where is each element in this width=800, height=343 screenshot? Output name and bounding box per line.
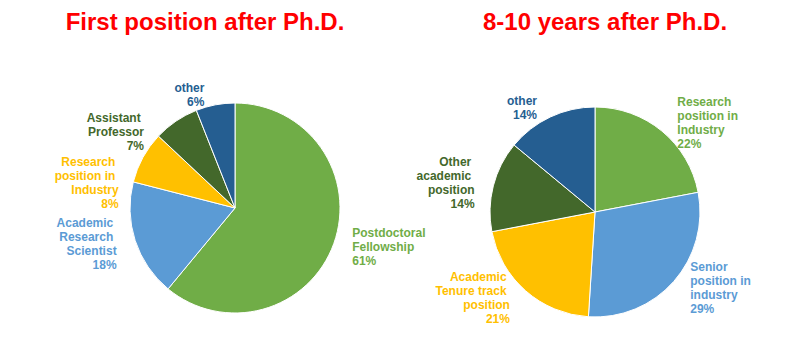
svg-text:21%: 21% xyxy=(486,312,510,326)
svg-text:position: position xyxy=(428,183,475,197)
svg-text:Research: Research xyxy=(61,155,118,169)
svg-text:First position after Ph.D.: First position after Ph.D. xyxy=(66,8,345,35)
svg-text:industry: industry xyxy=(690,288,738,302)
svg-text:6%: 6% xyxy=(187,95,205,109)
svg-text:Professor: Professor xyxy=(88,125,144,139)
svg-text:Research: Research xyxy=(59,230,116,244)
svg-text:7%: 7% xyxy=(127,139,145,153)
svg-text:Fellowship: Fellowship xyxy=(352,240,414,254)
svg-text:Research: Research xyxy=(677,95,734,109)
svg-text:14%: 14% xyxy=(513,108,537,122)
svg-text:Tenure track: Tenure track xyxy=(435,284,509,298)
svg-text:other: other xyxy=(174,81,204,95)
svg-text:other: other xyxy=(507,94,537,108)
svg-text:8%: 8% xyxy=(101,197,119,211)
svg-text:18%: 18% xyxy=(93,258,117,272)
svg-text:61%: 61% xyxy=(352,254,376,268)
svg-text:Academic: Academic xyxy=(57,216,117,230)
svg-text:position in: position in xyxy=(677,109,741,123)
svg-text:Senior: Senior xyxy=(690,260,731,274)
svg-text:29%: 29% xyxy=(690,302,714,316)
svg-text:22%: 22% xyxy=(677,137,701,151)
svg-text:position in: position in xyxy=(690,274,754,288)
svg-text:14%: 14% xyxy=(451,197,475,211)
svg-text:8-10 years after Ph.D.: 8-10 years after Ph.D. xyxy=(483,8,727,35)
svg-text:Industry: Industry xyxy=(677,123,725,137)
svg-text:Postdoctoral: Postdoctoral xyxy=(352,226,429,240)
svg-text:academic: academic xyxy=(417,169,475,183)
svg-text:position in: position in xyxy=(55,169,119,183)
svg-text:Assistant: Assistant xyxy=(87,111,144,125)
svg-text:position: position xyxy=(463,298,510,312)
svg-text:Academic: Academic xyxy=(450,270,510,284)
svg-text:Scientist: Scientist xyxy=(67,244,117,258)
svg-text:Other: Other xyxy=(439,155,474,169)
svg-text:Industry: Industry xyxy=(71,183,119,197)
